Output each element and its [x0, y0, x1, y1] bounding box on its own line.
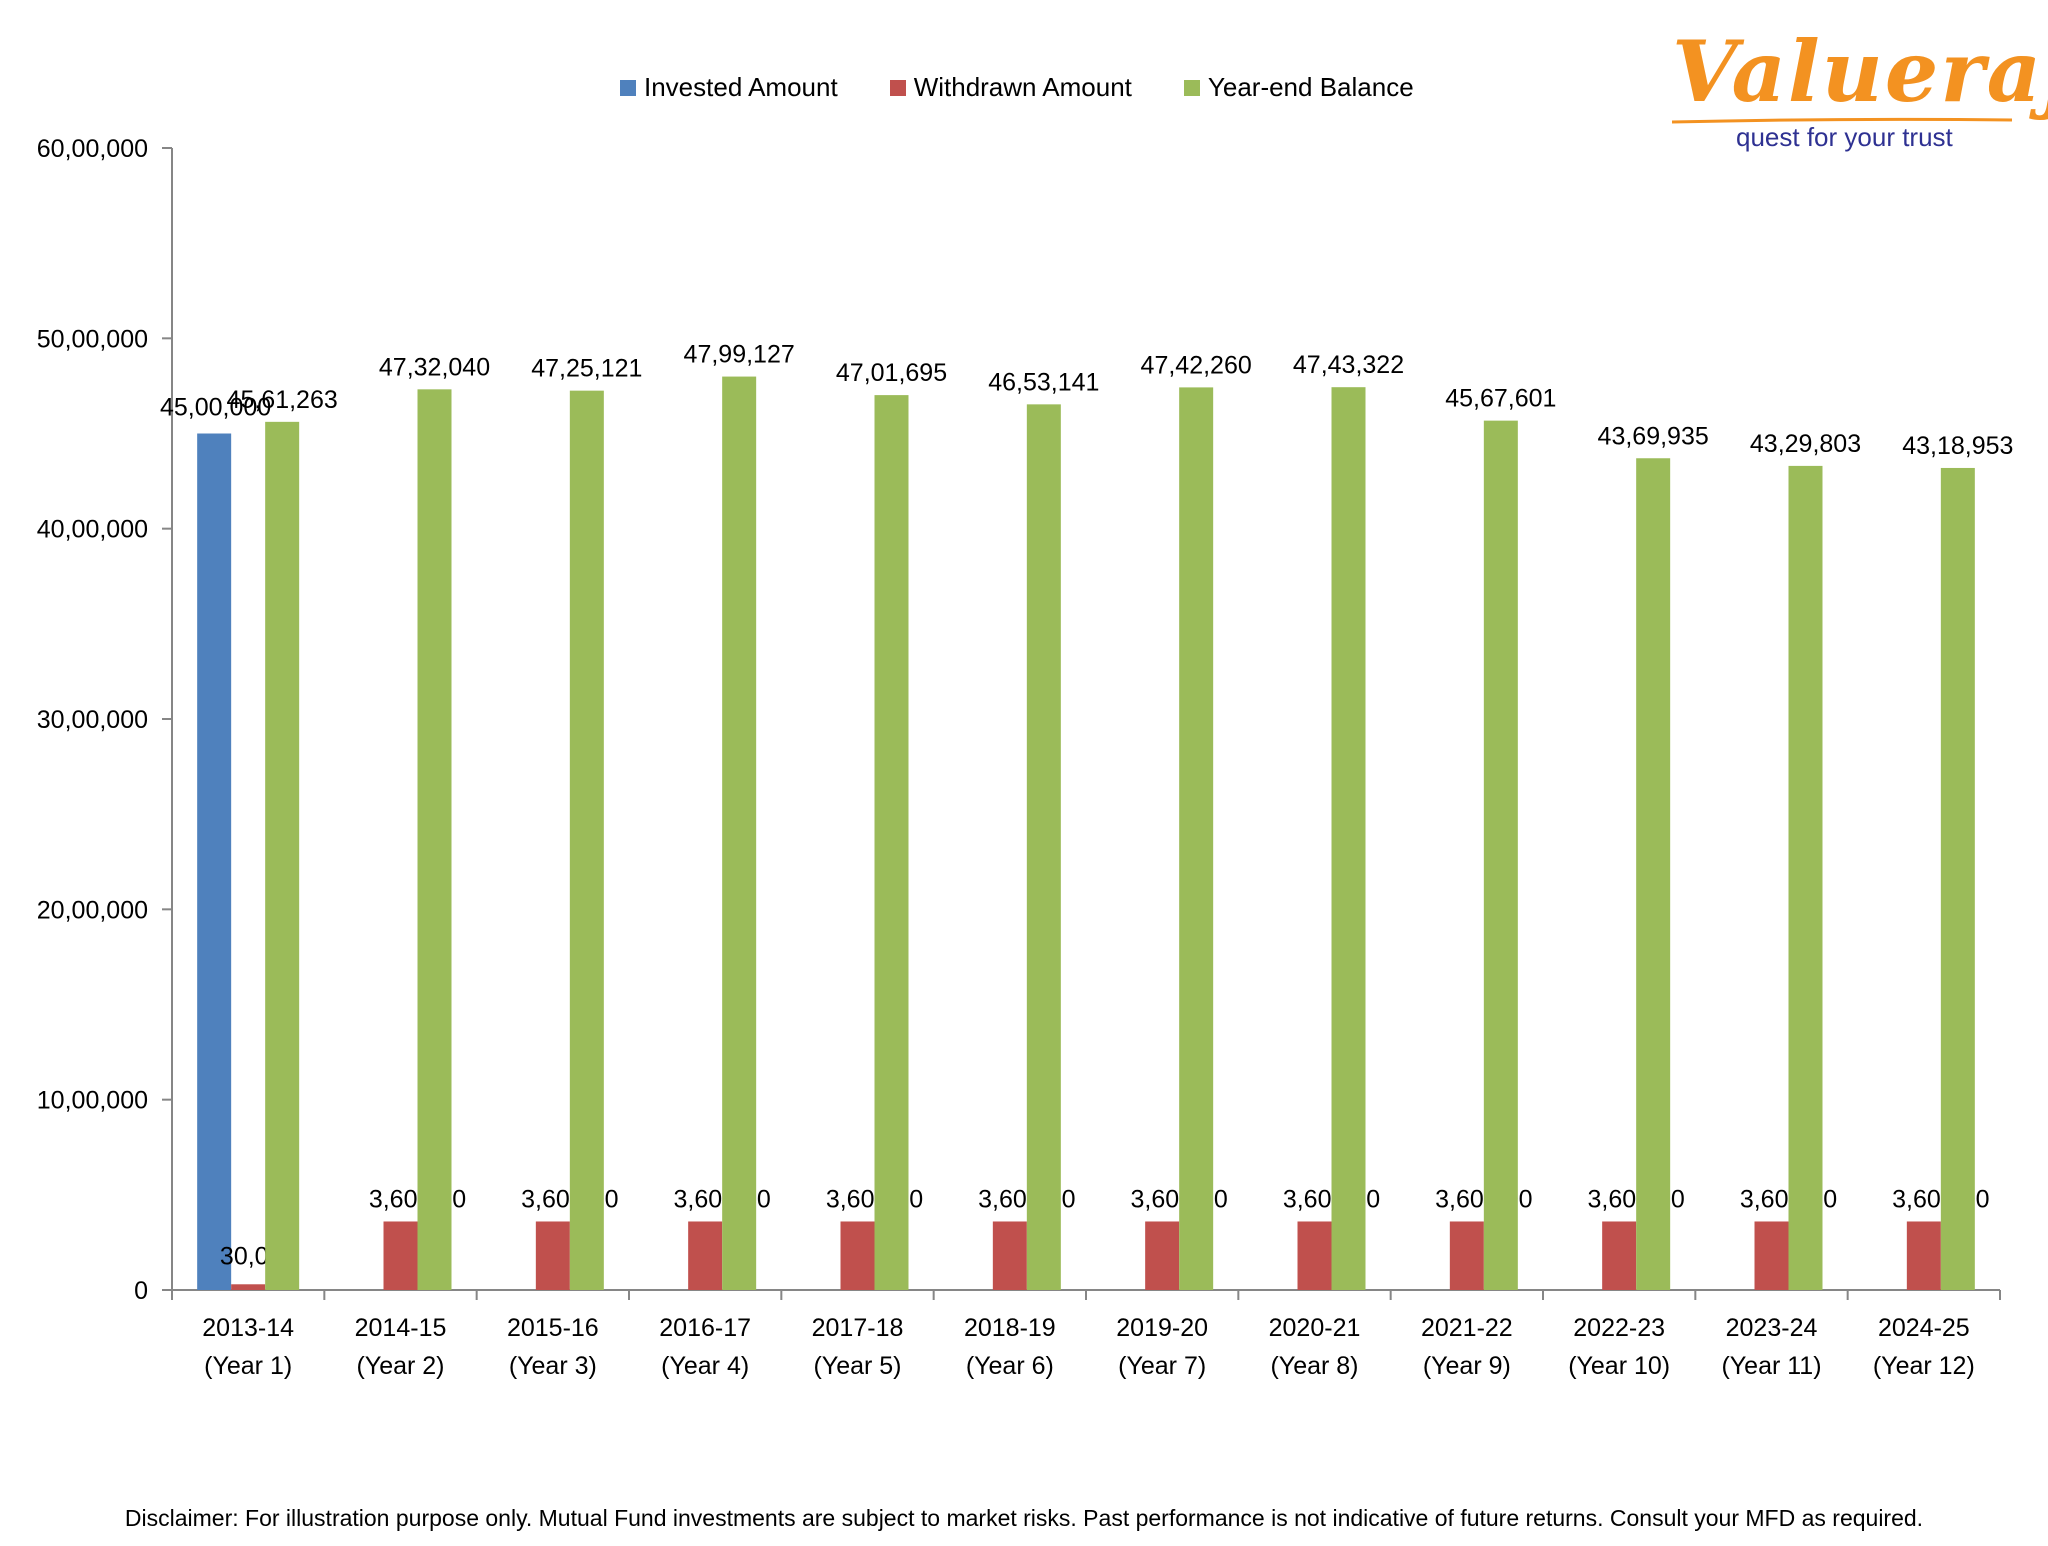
x-tick-label: (Year 11) [1721, 1352, 1821, 1380]
y-tick-label: 10,00,000 [37, 1087, 148, 1115]
y-tick-label: 20,00,000 [37, 896, 148, 924]
x-tick-label: (Year 8) [1270, 1352, 1358, 1380]
bar-balance [722, 377, 756, 1290]
bar-balance [570, 391, 604, 1290]
x-tick-label: 2016-17 [659, 1314, 751, 1342]
bar-balance [1332, 387, 1366, 1290]
x-tick-label: 2022-23 [1573, 1314, 1665, 1342]
x-tick-label: (Year 1) [204, 1352, 292, 1380]
x-tick-label: (Year 3) [509, 1352, 597, 1380]
bar-chart: 0 10,00,000 20,00,000 30,00,000 40,00,000 50,… [0, 0, 2048, 1546]
bar-withdrawn [1907, 1221, 1941, 1290]
bar-balance [1027, 404, 1061, 1290]
bar-withdrawn [1450, 1221, 1484, 1290]
data-label-balance: 47,43,322 [1293, 351, 1404, 379]
data-label-balance: 47,99,127 [684, 341, 795, 369]
data-label-balance: 43,29,803 [1750, 430, 1861, 458]
bar-withdrawn [1755, 1221, 1789, 1290]
data-label-balance: 45,67,601 [1445, 385, 1556, 413]
data-label-balance: 45,61,263 [227, 386, 338, 414]
data-label-balance: 43,69,935 [1598, 422, 1709, 450]
bar-withdrawn [993, 1221, 1027, 1290]
bar-withdrawn [688, 1221, 722, 1290]
bar-balance [265, 422, 299, 1290]
x-tick-label: 2015-16 [507, 1314, 599, 1342]
bar-withdrawn [384, 1221, 418, 1290]
x-tick-label: (Year 2) [356, 1352, 444, 1380]
bar-balance [1179, 387, 1213, 1290]
x-tick-label: (Year 9) [1423, 1352, 1511, 1380]
bar-balance [1941, 468, 1975, 1290]
y-tick-label: 50,00,000 [37, 325, 148, 353]
bar-withdrawn [841, 1221, 875, 1290]
y-tick-label: 40,00,000 [37, 516, 148, 544]
bar-balance [875, 395, 909, 1290]
data-label-balance: 43,18,953 [1902, 432, 2013, 460]
bar-balance [1484, 421, 1518, 1290]
x-tick-label: 2018-19 [964, 1314, 1056, 1342]
disclaimer-text: Disclaimer: For illustration purpose onl… [0, 1505, 2048, 1532]
x-tick-label: (Year 5) [813, 1352, 901, 1380]
x-tick-label: (Year 10) [1568, 1352, 1670, 1380]
x-tick-label: 2023-24 [1726, 1314, 1818, 1342]
bar-invested [197, 434, 231, 1291]
bar-balance [1636, 458, 1670, 1290]
y-tick-label: 30,00,000 [37, 706, 148, 734]
x-tick-label: 2021-22 [1421, 1314, 1513, 1342]
x-tick-label: 2019-20 [1116, 1314, 1208, 1342]
y-tick-label: 0 [134, 1277, 148, 1305]
bar-balance [418, 389, 452, 1290]
data-label-balance: 47,01,695 [836, 359, 947, 387]
bar-withdrawn [1602, 1221, 1636, 1290]
data-label-balance: 46,53,141 [988, 368, 1099, 396]
x-tick-label: (Year 12) [1873, 1352, 1975, 1380]
bar-withdrawn [231, 1284, 265, 1290]
bar-withdrawn [1298, 1221, 1332, 1290]
x-tick-label: (Year 6) [966, 1352, 1054, 1380]
x-tick-label: 2013-14 [202, 1314, 294, 1342]
bar-withdrawn [1145, 1221, 1179, 1290]
data-label-balance: 47,25,121 [531, 355, 642, 383]
data-label-balance: 47,42,260 [1141, 351, 1252, 379]
x-tick-label: 2020-21 [1269, 1314, 1361, 1342]
x-tick-label: (Year 4) [661, 1352, 749, 1380]
x-tick-label: 2014-15 [355, 1314, 447, 1342]
bar-balance [1789, 466, 1823, 1290]
bar-withdrawn [536, 1221, 570, 1290]
x-tick-label: (Year 7) [1118, 1352, 1206, 1380]
x-tick-label: 2024-25 [1878, 1314, 1970, 1342]
x-tick-label: 2017-18 [812, 1314, 904, 1342]
data-label-balance: 47,32,040 [379, 353, 490, 381]
y-tick-label: 60,00,000 [37, 135, 148, 163]
